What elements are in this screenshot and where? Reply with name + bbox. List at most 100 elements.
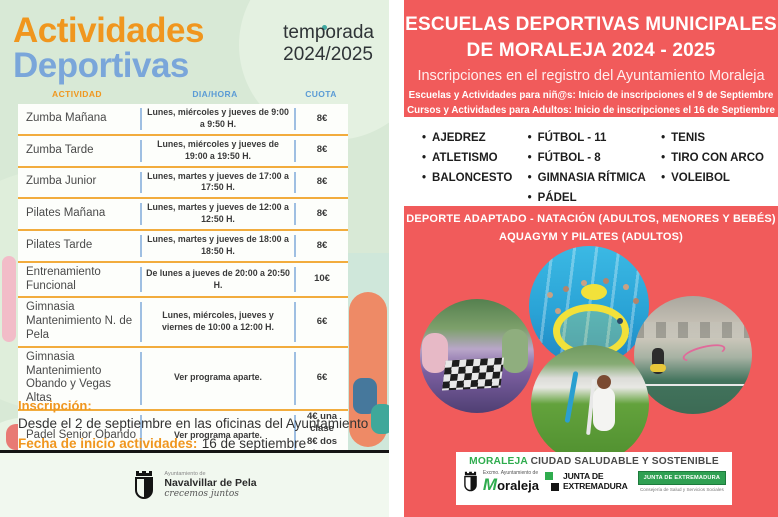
junta-extremadura-logo: JUNTA DE EXTREMADURA (545, 471, 628, 492)
activity-cell: Pilates Mañana (26, 207, 106, 220)
footer-slogan-city: MORALEJA (469, 456, 528, 467)
poster-escuelas-deportivas: ESCUELAS DEPORTIVAS MUNICIPALES DE MORAL… (404, 0, 778, 517)
sports-column-1: AJEDREZ ATLETISMO BALONCESTO (422, 128, 512, 206)
column-divider (140, 171, 142, 194)
adapted-sports-banner: DEPORTE ADAPTADO - NATACIÓN (ADULTOS, ME… (404, 211, 778, 246)
org-name: Navalvillar de Pela (164, 476, 257, 489)
column-divider (294, 203, 296, 225)
table-row: Zumba Mañana Lunes, miércoles y jueves d… (18, 104, 348, 136)
junta-badge: JUNTA DE EXTREMADURA (637, 471, 727, 486)
column-divider (294, 235, 296, 257)
right-title: ESCUELAS DEPORTIVAS MUNICIPALES DE MORAL… (404, 12, 778, 63)
column-divider (140, 414, 142, 457)
junta-logo-text: JUNTA DE EXTREMADURA (563, 471, 628, 492)
moraleja-logo-text: Excmo. Ayuntamiento de Moraleja (483, 470, 539, 494)
fee-cell: 8€ (316, 112, 328, 124)
column-divider (294, 302, 296, 342)
table-header-row: ACTIVIDAD DIA/HORA CUOTA (18, 89, 348, 99)
sport-item: FÚTBOL - 11 (528, 128, 646, 148)
start-date-label: Fecha de inicio actividades: (18, 435, 198, 451)
registration-notes: Escuelas y Actividades para niñ@s: Inici… (404, 88, 778, 118)
rhythmic-gymnastics-photo (634, 296, 752, 414)
activity-cell: Entrenamiento Funcional (26, 265, 101, 292)
footer-slogan-rest: CIUDAD SALUDABLE Y SOSTENIBLE (527, 456, 719, 467)
green-square-icon (545, 472, 553, 481)
footer-slogan: MORALEJA CIUDAD SALUDABLE Y SOSTENIBLE (456, 456, 732, 467)
fee-cell: 6€ (316, 372, 328, 384)
gym-windows (634, 322, 752, 338)
pool-float (581, 284, 607, 300)
season-word: temporada (283, 22, 374, 43)
activity-cell: Zumba Tarde (26, 143, 94, 156)
ribbon (680, 340, 728, 366)
sports-list: AJEDREZ ATLETISMO BALONCESTO FÚTBOL - 11… (404, 117, 778, 206)
column-header-dia-hora: DIA/HORA (192, 89, 238, 99)
sport-item: FÚTBOL - 8 (528, 148, 646, 168)
chess-player (422, 333, 448, 373)
season-years: 2024/2025 (283, 44, 373, 66)
table-row: Entrenamiento Funcional De lunes a jueve… (18, 263, 348, 299)
archery-kids-photo (531, 345, 649, 463)
right-title-line-1: ESCUELAS DEPORTIVAS MUNICIPALES (405, 14, 777, 35)
archery-bow (564, 370, 579, 424)
right-title-line-2: DE MORALEJA 2024 - 2025 (466, 39, 716, 61)
title-line-1: Actividades (13, 11, 204, 50)
left-footer: Ayuntamiento de Navalvillar de Pela crec… (0, 453, 389, 517)
column-divider (294, 139, 296, 162)
start-date-value: 16 de septiembre (201, 435, 307, 451)
table-row: Pilates Tarde Lunes, martes y jueves de … (18, 231, 348, 263)
activity-cell: Pilates Tarde (26, 238, 93, 251)
decorative-dot (322, 25, 327, 30)
swimmers (547, 292, 553, 298)
court-line (634, 384, 752, 386)
fee-cell: 6€ (316, 315, 328, 327)
fee-cell: 10€ (314, 273, 330, 285)
activity-cell: Gimnasia Mantenimiento N. de Pela (26, 301, 133, 341)
column-divider (140, 139, 142, 162)
table-row: Pilates Mañana Lunes, martes y jueves de… (18, 199, 348, 231)
start-date-line: Fecha de inicio actividades: 16 de septi… (18, 433, 376, 455)
activity-cell: Gimnasia Mantenimiento Obando y Vegas Al… (26, 350, 112, 405)
sports-column-3: TENIS TIRO CON ARCO VOLEIBOL (661, 128, 764, 206)
fee-cell: 8€ (316, 207, 328, 219)
org-small-label: Ayuntamiento de (164, 470, 206, 477)
sport-item: PÁDEL (528, 188, 646, 208)
moraleja-logo: Excmo. Ayuntamiento de Moraleja (462, 470, 539, 494)
inscription-label: Inscripción: (18, 398, 92, 413)
schedule-cell: Ver programa aparte. (173, 429, 262, 440)
column-divider (294, 266, 296, 293)
column-divider (294, 351, 296, 405)
poster-title: Actividades Deportivas (13, 13, 204, 83)
activity-cell: Padel Senior Obando (26, 428, 136, 441)
moraleja-shield-icon (464, 472, 477, 492)
adapted-line-2: AQUAGYM Y PILATES (ADULTOS) (498, 230, 684, 243)
schedule-cell: Lunes, martes y jueves de 12:00 a 12:50 … (147, 202, 289, 225)
divider-line (0, 450, 389, 453)
junta-line-1: JUNTA DE (563, 471, 604, 482)
sport-item: TIRO CON ARCO (661, 148, 764, 168)
chess-board (441, 357, 505, 391)
schedule-cell: Lunes, miércoles y jueves de 9:00 a 9:50… (147, 107, 289, 129)
chess-kids-photo (420, 299, 534, 413)
column-divider (294, 108, 296, 130)
org-motto: crecemos juntos (164, 489, 239, 500)
decorative-figure (2, 256, 16, 342)
inscription-text: Desde el 2 de septiembre en las oficinas… (18, 415, 369, 431)
sport-item: TENIS (661, 128, 764, 148)
note-adults: Cursos y Actividades para Adultos: Inici… (407, 105, 775, 117)
right-footer: MORALEJA CIUDAD SALUDABLE Y SOSTENIBLE E… (456, 452, 732, 505)
right-subtitle: Inscripciones en el registro del Ayuntam… (417, 68, 765, 85)
junta-line-2: EXTREMADURA (563, 480, 628, 491)
gymnast-skirt (650, 364, 666, 372)
sport-item: AJEDREZ (422, 128, 512, 148)
archer-head (597, 375, 611, 389)
schedule-cell: Ver programa aparte. (173, 372, 262, 383)
column-header-cuota: CUOTA (305, 89, 337, 99)
activity-cell: Zumba Junior (26, 175, 97, 188)
black-square-icon (551, 483, 559, 492)
sport-item: GIMNASIA RÍTMICA (528, 168, 646, 188)
schedule-cell: Lunes, miércoles, jueves y viernes de 10… (162, 310, 274, 333)
junta-squares-icon (545, 472, 559, 492)
column-divider (294, 414, 296, 457)
ayto-name: Moraleja (482, 475, 539, 494)
